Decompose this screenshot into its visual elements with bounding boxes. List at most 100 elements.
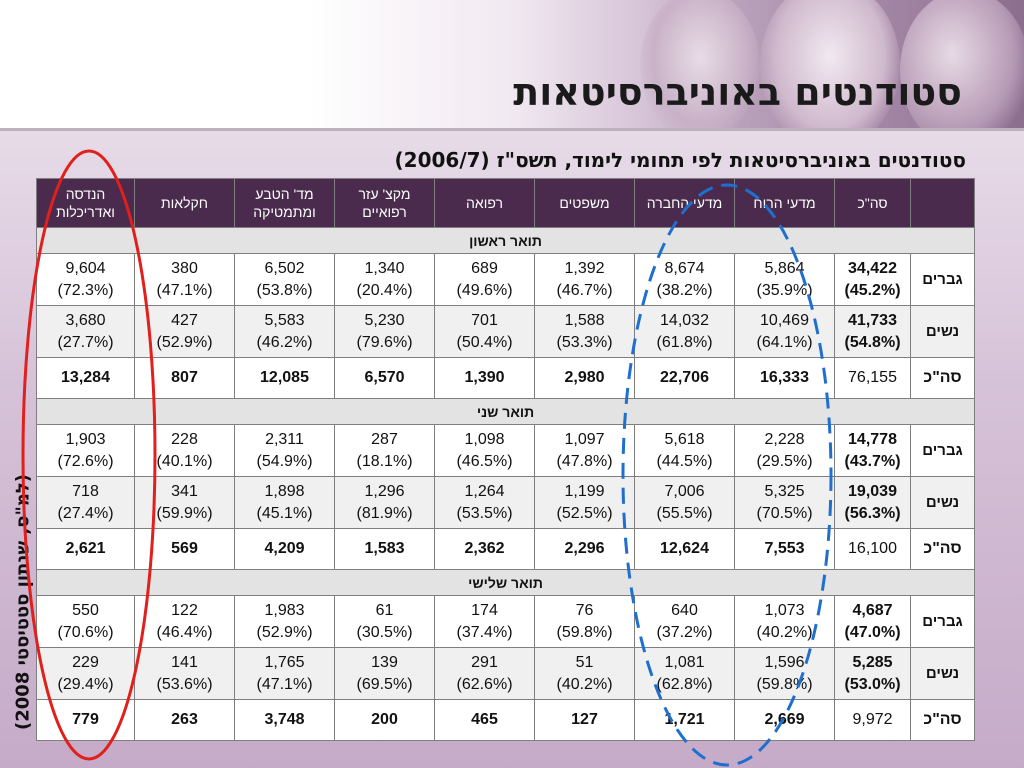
column-header: חקלאות xyxy=(134,178,235,228)
column-header: מד' הטבע ומתמטיקה xyxy=(234,178,335,228)
cell-count: 16,333 xyxy=(760,369,809,386)
table-cell: 1,765 (47.1%) xyxy=(234,647,335,700)
cell-count: 2,980 xyxy=(564,369,605,386)
cell-count: 1,588 xyxy=(564,311,605,329)
table-cell: 1,264 (53.5%) xyxy=(434,476,535,529)
table-cell: 7,553 xyxy=(734,528,835,570)
cell-percent: (45.2%) xyxy=(844,281,901,299)
cell-percent: (53.5%) xyxy=(456,504,513,522)
table-cell: 9,972 xyxy=(834,699,911,741)
cell-count: 139 xyxy=(371,653,398,671)
table-cell: 228 (40.1%) xyxy=(134,424,235,477)
cell-count: 7,553 xyxy=(764,540,805,557)
cell-percent: (61.8%) xyxy=(656,333,713,351)
cell-count: 5,325 xyxy=(764,482,805,500)
cell-percent: (64.1%) xyxy=(756,333,813,351)
table-cell: 14,778 (43.7%) xyxy=(834,424,911,477)
student-photo xyxy=(900,0,1024,150)
cell-count: 12,624 xyxy=(660,540,709,557)
title-divider xyxy=(0,128,1024,131)
cell-percent: (59.9%) xyxy=(156,504,213,522)
cell-percent: (53.6%) xyxy=(156,675,213,693)
row-label-header xyxy=(910,178,975,228)
cell-percent: (46.4%) xyxy=(156,623,213,641)
table-cell: 1,199 (52.5%) xyxy=(534,476,635,529)
table-cell: 6,502 (53.8%) xyxy=(234,253,335,306)
table-cell: 2,621 xyxy=(36,528,135,570)
cell-count: 1,098 xyxy=(464,430,505,448)
cell-count: 5,618 xyxy=(664,430,705,448)
table-cell: 1,596 (59.8%) xyxy=(734,647,835,700)
cell-percent: (70.6%) xyxy=(57,623,114,641)
cell-percent: (37.2%) xyxy=(656,623,713,641)
table-cell: 9,604 (72.3%) xyxy=(36,253,135,306)
cell-percent: (38.2%) xyxy=(656,281,713,299)
cell-count: 341 xyxy=(171,482,198,500)
row-label: נשים xyxy=(910,647,975,700)
cell-count: 1,765 xyxy=(264,653,305,671)
cell-percent: (47.1%) xyxy=(156,281,213,299)
row-label: סה"כ xyxy=(910,528,975,570)
cell-count: 380 xyxy=(171,259,198,277)
cell-percent: (46.2%) xyxy=(256,333,313,351)
cell-count: 228 xyxy=(171,430,198,448)
table-cell: 76,155 xyxy=(834,357,911,399)
column-header: הנדסה ואדריכלות xyxy=(36,178,135,228)
table-cell: 5,285 (53.0%) xyxy=(834,647,911,700)
table-cell: 5,583 (46.2%) xyxy=(234,305,335,358)
table-cell: 287 (18.1%) xyxy=(334,424,435,477)
cell-count: 13,284 xyxy=(61,369,110,386)
slide-title: סטודנטים באוניברסיטאות xyxy=(513,70,962,114)
cell-count: 1,199 xyxy=(564,482,605,500)
cell-percent: (79.6%) xyxy=(356,333,413,351)
table-row: גברים 34,422 (45.2%) 5,864 (35.9%) 8,674 (38.2… xyxy=(36,253,975,306)
section-row: תואר ראשון xyxy=(36,227,975,254)
section-row: תואר שלישי xyxy=(36,569,975,596)
cell-percent: (20.4%) xyxy=(356,281,413,299)
row-label: סה"כ xyxy=(910,357,975,399)
table-cell: 2,980 xyxy=(534,357,635,399)
table-cell: 2,362 xyxy=(434,528,535,570)
cell-percent: (54.8%) xyxy=(844,333,901,351)
column-header: רפואה xyxy=(434,178,535,228)
cell-percent: (59.8%) xyxy=(756,675,813,693)
cell-percent: (54.9%) xyxy=(256,452,313,470)
table-cell: 291 (62.6%) xyxy=(434,647,535,700)
cell-percent: (49.6%) xyxy=(456,281,513,299)
table-row: גברים 14,778 (43.7%) 2,228 (29.5%) 5,618 (44.5… xyxy=(36,424,975,477)
cell-count: 141 xyxy=(171,653,198,671)
column-header: מדעי הרוח xyxy=(734,178,835,228)
photo-banner xyxy=(0,0,1024,150)
table-row: גברים 4,687 (47.0%) 1,073 (40.2%) 640 (37.2%) 7… xyxy=(36,595,975,648)
cell-count: 2,296 xyxy=(564,540,605,557)
table-cell: 2,311 (54.9%) xyxy=(234,424,335,477)
table-cell: 19,039 (56.3%) xyxy=(834,476,911,529)
cell-percent: (59.8%) xyxy=(556,623,613,641)
table-cell: 1,296 (81.9%) xyxy=(334,476,435,529)
cell-percent: (53.3%) xyxy=(556,333,613,351)
table-cell: 122 (46.4%) xyxy=(134,595,235,648)
cell-count: 718 xyxy=(72,482,99,500)
cell-count: 4,687 xyxy=(852,601,893,619)
cell-count: 229 xyxy=(72,653,99,671)
cell-count: 16,100 xyxy=(848,540,897,557)
cell-count: 41,733 xyxy=(848,311,897,329)
section-row: תואר שני xyxy=(36,398,975,425)
table-cell: 1,081 (62.8%) xyxy=(634,647,735,700)
cell-count: 2,311 xyxy=(265,430,304,448)
cell-percent: (40.2%) xyxy=(756,623,813,641)
table-cell: 4,209 xyxy=(234,528,335,570)
table-cell: 127 xyxy=(534,699,635,741)
cell-count: 14,778 xyxy=(848,430,897,448)
table-cell: 1,340 (20.4%) xyxy=(334,253,435,306)
cell-count: 291 xyxy=(471,653,498,671)
table-cell: 427 (52.9%) xyxy=(134,305,235,358)
cell-count: 2,669 xyxy=(764,711,805,728)
table-row: נשים 41,733 (54.8%) 10,469 (64.1%) 14,032 (61.… xyxy=(36,305,975,358)
cell-count: 76,155 xyxy=(848,369,897,386)
cell-percent: (53.8%) xyxy=(256,281,313,299)
cell-percent: (29.5%) xyxy=(756,452,813,470)
table-cell: 229 (29.4%) xyxy=(36,647,135,700)
table-cell: 141 (53.6%) xyxy=(134,647,235,700)
cell-count: 34,422 xyxy=(848,259,897,277)
